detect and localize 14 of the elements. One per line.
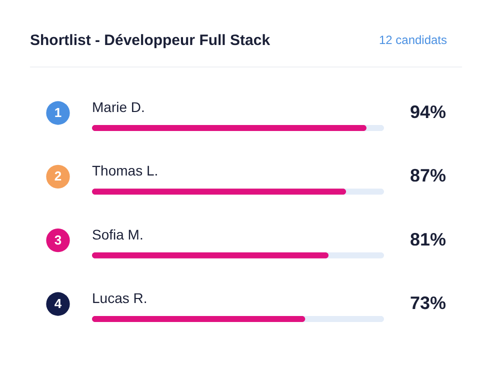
data-label: 94%	[410, 102, 446, 122]
y-tick-label: Sofia M.	[92, 226, 144, 242]
text: 1	[54, 105, 62, 120]
y-tick-label: Lucas R.	[92, 290, 148, 306]
data-label: 87%	[410, 166, 446, 186]
text: 3	[54, 232, 62, 248]
data-label: 73%	[410, 293, 446, 313]
text: 4	[54, 296, 62, 311]
text: 12 candidats	[378, 33, 448, 47]
y-tick-label: Marie D.	[92, 99, 145, 115]
text: 2	[54, 168, 62, 184]
y-tick-label: Thomas L.	[92, 162, 158, 179]
chart-title: Shortlist - Développeur Full Stack	[30, 32, 271, 49]
data-label: 81%	[410, 229, 446, 250]
